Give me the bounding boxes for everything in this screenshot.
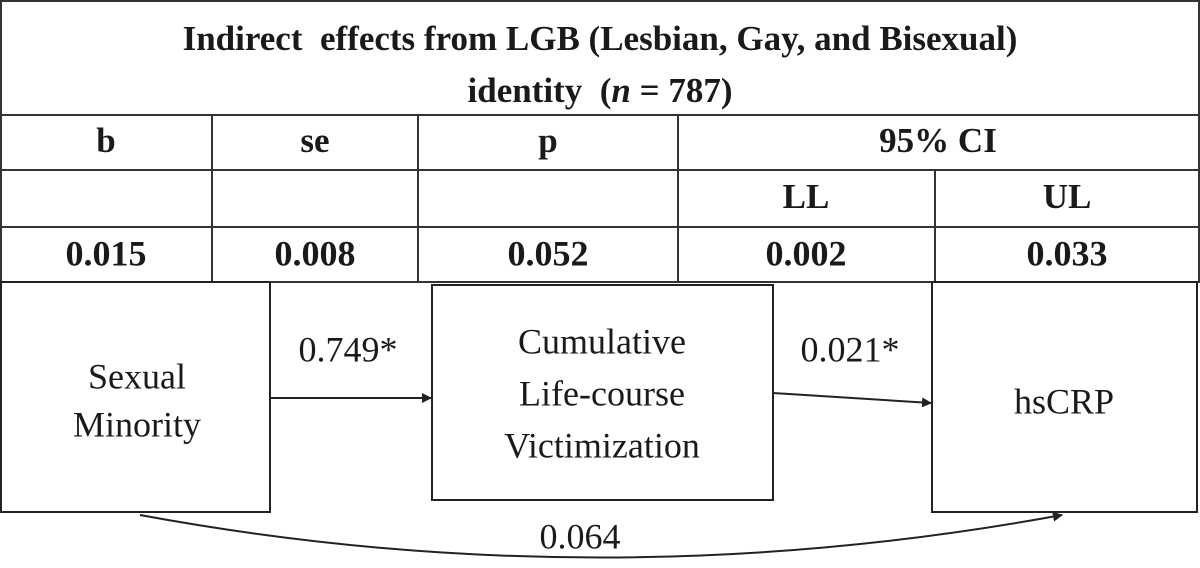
node-box bbox=[431, 284, 774, 501]
node-label: Sexual bbox=[88, 356, 186, 396]
path-diagram: Sexual Minority Cumulative Life-course V… bbox=[0, 281, 1198, 559]
table-title: identity (n = 787) bbox=[468, 71, 733, 110]
column-subheader: UL bbox=[1043, 177, 1092, 216]
edge-arrow bbox=[772, 392, 932, 408]
cell: 0.008 bbox=[275, 233, 356, 273]
table: Indirect effects from LGB (Lesbian, Gay,… bbox=[0, 0, 1200, 283]
title-part: n bbox=[611, 71, 630, 110]
column-header: se bbox=[300, 121, 329, 160]
table-border bbox=[0, 0, 1200, 283]
edge-label: 0.749* bbox=[299, 329, 398, 369]
column-header: p bbox=[538, 121, 557, 160]
column-header: 95% CI bbox=[879, 121, 997, 160]
node-label: Life-course bbox=[519, 373, 685, 413]
cell: 0.002 bbox=[766, 233, 847, 273]
cell: 0.033 bbox=[1027, 233, 1108, 273]
node-box bbox=[931, 281, 1198, 513]
node-label: Cumulative bbox=[518, 321, 686, 361]
node-label: Victimization bbox=[504, 425, 700, 465]
column-subheader: LL bbox=[783, 177, 830, 216]
table-title: Indirect effects from LGB (Lesbian, Gay,… bbox=[183, 19, 1018, 58]
title-part: = 787) bbox=[631, 71, 733, 110]
title-part: identity ( bbox=[468, 71, 612, 110]
node-label: hsCRP bbox=[1014, 381, 1114, 421]
edge-arrow bbox=[139, 511, 1063, 559]
node-box bbox=[0, 281, 271, 513]
node-label: Minority bbox=[73, 404, 201, 444]
column-header: b bbox=[96, 121, 115, 160]
cell: 0.052 bbox=[508, 233, 589, 273]
cell: 0.015 bbox=[66, 233, 147, 273]
edge-label: 0.064 bbox=[540, 516, 621, 556]
edge-label: 0.021* bbox=[801, 329, 900, 369]
